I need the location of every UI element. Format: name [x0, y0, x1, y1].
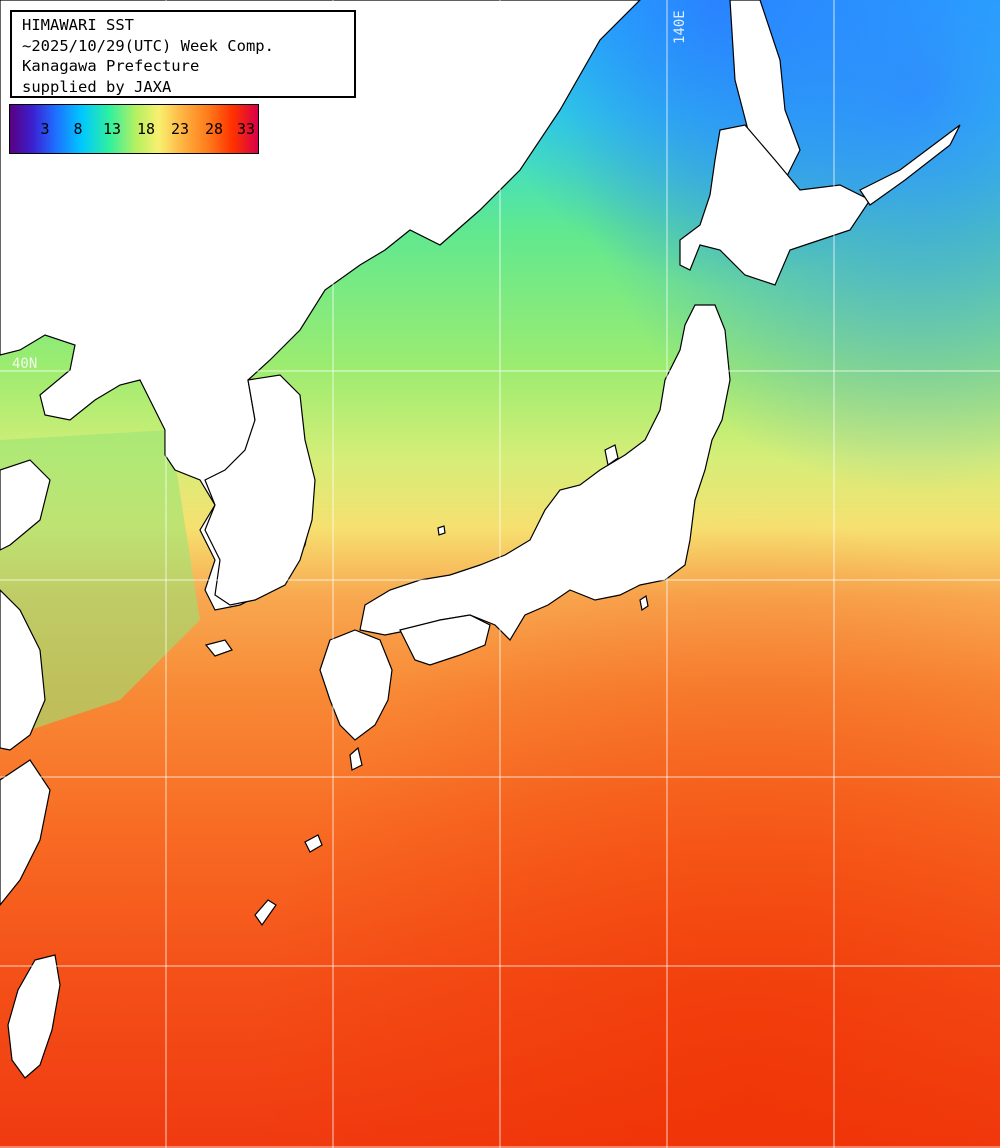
jeju-island	[204, 639, 233, 657]
latitude-label: 40N	[12, 356, 37, 372]
tanegashima-island	[349, 746, 363, 771]
sakhalin-island	[729, 0, 801, 191]
date-line: ~2025/10/29(UTC) Week Comp.	[22, 36, 274, 55]
sado-island	[604, 444, 619, 467]
legend-tick: 33	[236, 120, 256, 138]
shikoku-island	[399, 614, 491, 666]
temperature-color-legend: 3 8 13 18 23 28 33	[9, 104, 259, 154]
legend-tick: 23	[170, 120, 190, 138]
kyushu-island	[319, 629, 393, 741]
credit-line: supplied by JAXA	[22, 77, 172, 96]
legend-tick: 3	[40, 120, 50, 138]
east-china-sea-cool-band	[0, 430, 200, 740]
okinawa-island	[254, 899, 277, 927]
kuril-islands	[859, 124, 961, 206]
ulleung-island	[437, 525, 446, 536]
amami-island	[304, 834, 323, 853]
legend-tick: 18	[136, 120, 156, 138]
korean-peninsula	[204, 374, 316, 606]
title-line: HIMAWARI SST	[22, 16, 134, 34]
legend-tick: 28	[204, 120, 224, 138]
taiwan-island	[7, 954, 61, 1079]
legend-tick: 13	[102, 120, 122, 138]
legend-tick: 8	[73, 120, 83, 138]
izu-island	[639, 595, 649, 611]
longitude-label: 140E	[672, 10, 688, 44]
region-line: Kanagawa Prefecture	[22, 57, 200, 75]
china-coast	[0, 459, 51, 906]
hokkaido-island	[679, 124, 871, 286]
map-title-box: HIMAWARI SST ~2025/10/29(UTC) Week Comp.…	[10, 10, 356, 98]
